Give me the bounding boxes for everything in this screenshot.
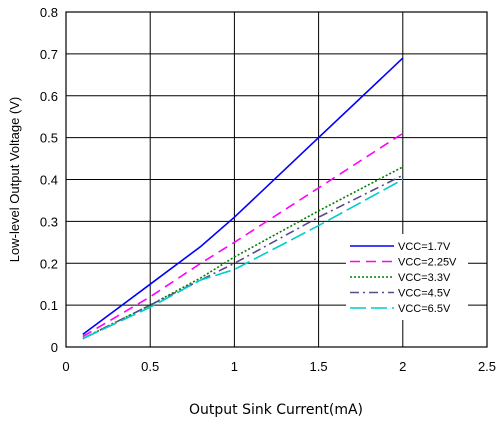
- legend-entry: VCC=2.25V: [398, 257, 457, 269]
- series-line: [82, 57, 404, 336]
- y-tick-labels: 0 0.1 0.2 0.3 0.4 0.5 0.6 0.7 0.8: [40, 5, 58, 355]
- x-axis-label: Output Sink Current(mA): [189, 402, 363, 418]
- y-tick-label: 0.8: [40, 5, 58, 20]
- x-tick-label: 0: [62, 359, 69, 374]
- legend-entry: VCC=6.5V: [398, 303, 451, 315]
- legend: VCC=1.7V VCC=2.25V VCC=3.3V VCC=4.5V VCC=6.5…: [346, 234, 468, 320]
- x-tick-label: 0.5: [141, 359, 159, 374]
- x-tick-label: 1.5: [310, 359, 328, 374]
- legend-entry: VCC=3.3V: [398, 272, 451, 284]
- legend-entry: VCC=1.7V: [398, 241, 451, 253]
- plot-frame: [65, 11, 488, 348]
- x-tick-label: 1: [231, 359, 238, 374]
- series-line: [82, 178, 404, 340]
- y-axis-label: Low-level Output Voltage (V): [7, 97, 22, 262]
- y-tick-label: 0.3: [40, 214, 58, 229]
- series-line: [82, 166, 404, 340]
- series-line: [82, 132, 404, 338]
- legend-entry: VCC=4.5V: [398, 288, 451, 300]
- y-tick-label: 0.1: [40, 298, 58, 313]
- y-tick-label: 0.4: [40, 173, 58, 188]
- x-tick-label: 2.5: [478, 359, 496, 374]
- x-tick-label: 2: [399, 359, 406, 374]
- y-tick-label: 0.6: [40, 89, 58, 104]
- series-layer: [82, 57, 404, 340]
- series-line: [82, 174, 404, 340]
- y-tick-label: 0: [51, 340, 58, 355]
- x-tick-labels: 0 0.5 1 1.5 2 2.5: [62, 359, 496, 374]
- y-tick-label: 0.2: [40, 256, 58, 271]
- y-tick-label: 0.5: [40, 131, 58, 146]
- y-tick-label: 0.7: [40, 47, 58, 62]
